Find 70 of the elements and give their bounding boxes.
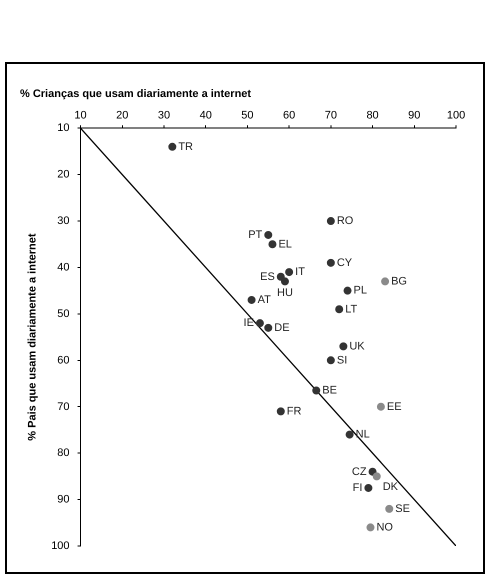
x-tick-label: 40 [200, 110, 212, 122]
annotation: TR [178, 140, 194, 153]
x-tick-label: 100 [446, 110, 466, 122]
annotation: SI [336, 354, 348, 366]
point [168, 142, 176, 151]
point [381, 277, 390, 286]
annotation: RO [336, 215, 354, 228]
annotation: DE [274, 322, 290, 334]
annotation: SE [395, 502, 410, 515]
annotation: EL [278, 238, 292, 250]
x-tick-label: 30 [158, 110, 170, 122]
point [366, 523, 374, 532]
y-tick-label: 80 [57, 447, 70, 460]
point [339, 342, 348, 350]
point [385, 504, 394, 513]
x-tick-label: 50 [241, 110, 254, 122]
x-tick-label: 10 [74, 110, 87, 122]
y-tick-label: 100 [51, 540, 70, 552]
y-tick-label: 40 [57, 262, 70, 274]
point [326, 356, 335, 364]
point [376, 402, 385, 411]
annotation: CY [336, 256, 353, 269]
annotation: DK [382, 480, 399, 493]
point [344, 286, 352, 295]
y-tick-label: 10 [57, 122, 70, 134]
point [264, 324, 272, 332]
annotation: BE [322, 384, 337, 397]
annotation: AT [258, 294, 272, 306]
annotation: FI [352, 482, 362, 494]
annotation: IE [244, 317, 254, 330]
annotation: HU [277, 286, 293, 299]
point [264, 230, 272, 239]
x-tick-label: 90 [408, 110, 420, 122]
point [285, 268, 294, 276]
point [346, 430, 354, 439]
point [268, 240, 276, 248]
x-tick-label: 80 [366, 110, 379, 122]
point [248, 296, 256, 304]
point [372, 472, 381, 480]
point [335, 305, 344, 314]
y-tick-label: 50 [57, 308, 70, 320]
x-tick-label: 60 [283, 110, 296, 122]
annotation: UK [349, 340, 366, 352]
point [326, 258, 335, 267]
point [256, 319, 264, 328]
x-tick-label: 70 [324, 110, 337, 122]
annotation: CZ [352, 466, 367, 478]
point [364, 484, 372, 492]
annotation: PT [248, 229, 263, 241]
point [326, 217, 335, 226]
chart-title: % Crianças que usam diariamente a internet [20, 88, 252, 100]
point [312, 386, 320, 394]
point [280, 277, 289, 286]
y-axis-title: % Pais que usam diariamente a internet [26, 233, 39, 441]
annotation: ES [260, 270, 275, 283]
annotation: NO [376, 521, 394, 534]
point [276, 407, 285, 416]
annotation: NL [356, 428, 370, 441]
y-tick-label: 30 [57, 215, 70, 228]
y-tick-label: 60 [57, 354, 70, 366]
annotation: EE [386, 400, 402, 413]
x-tick-label: 20 [116, 110, 128, 122]
y-tick-label: 70 [57, 400, 70, 413]
annotation: PL [354, 284, 368, 297]
annotation: IT [295, 266, 306, 278]
annotation: BG [391, 275, 407, 288]
y-tick-label: 90 [57, 494, 70, 506]
annotation: LT [345, 303, 358, 316]
y-tick-label: 20 [57, 168, 70, 181]
annotation: FR [286, 405, 302, 418]
